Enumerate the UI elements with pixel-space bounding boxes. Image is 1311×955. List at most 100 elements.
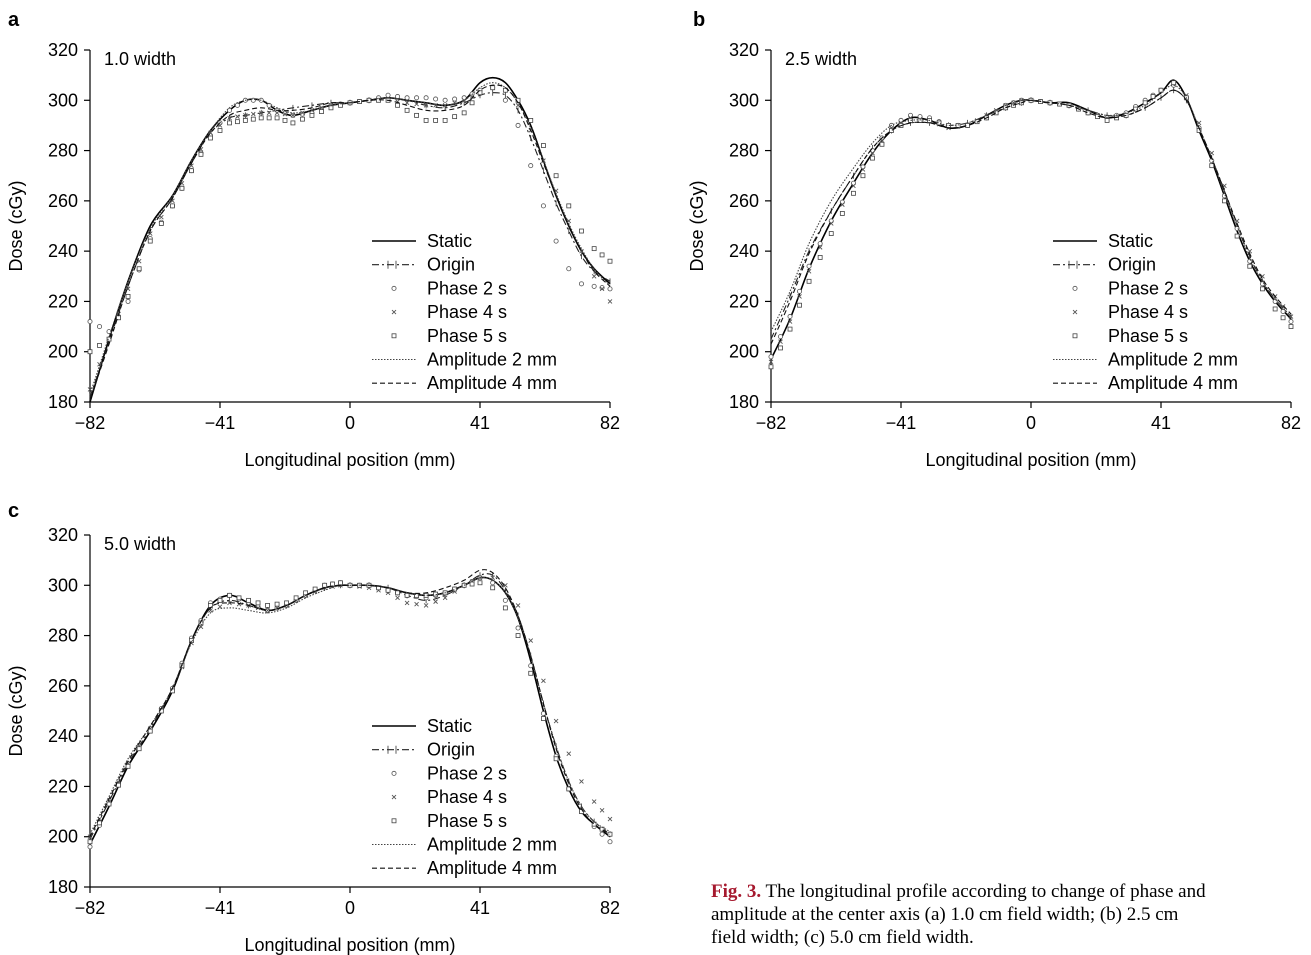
y-tick-label: 240 [729,241,759,261]
data-point [870,150,875,156]
legend-symbol [391,309,397,315]
y-axis-title: Dose (cGy) [687,180,707,271]
data-point [1280,308,1286,314]
data-point [541,716,546,721]
data-point [889,128,894,133]
data-point [87,834,93,840]
legend-entry: Amplitude 4 mm [372,373,557,393]
data-point [778,345,783,351]
data-point [607,286,613,292]
series-phase-4-s [87,85,613,392]
legend-label: Phase 5 s [427,811,507,831]
x-tick-label: 0 [1026,413,1036,433]
legend-entry: Origin [372,740,475,760]
data-point [217,597,223,603]
legend-label: Phase 2 s [427,278,507,298]
data-point [817,255,823,260]
data-point [1222,198,1227,204]
legend-symbol [391,333,397,339]
data-point [1288,319,1294,325]
x-tick-label: −41 [886,413,917,433]
data-point [236,601,242,607]
y-tick-label: 200 [729,342,759,362]
data-point [250,111,256,117]
data-point [404,107,410,113]
data-point [993,110,999,116]
data-point [515,633,521,638]
data-point [452,96,458,102]
data-point [1280,315,1286,321]
data-point [828,221,834,226]
data-point [477,575,483,581]
x-tick-label: −41 [205,898,236,918]
data-point [125,293,131,299]
data-point [579,228,584,234]
data-point [787,314,793,320]
data-point [1288,314,1294,319]
y-tick-label: 320 [48,525,78,545]
legend-entry: Amplitude 4 mm [372,858,557,878]
data-point [319,109,324,114]
legend: Static Origin Phase 2 s Phase 4 s Phase 5 s A… [1053,231,1238,393]
legend-entry: Phase 2 s [1072,278,1188,298]
data-point [158,221,164,226]
data-point [579,779,584,784]
panel-annotation: 2.5 width [785,49,857,69]
legend-entry: Static [372,231,472,251]
legend-entry: Phase 4 s [391,302,507,322]
legend-symbol [1072,285,1078,291]
data-point [274,115,280,121]
data-point [1260,286,1265,292]
data-point [170,203,175,209]
data-point [490,580,496,586]
series-line [89,569,611,837]
data-point [469,100,475,106]
legend-label: Origin [427,740,475,760]
series-origin [89,572,611,843]
data-point [817,245,823,250]
legend: Static Origin Phase 2 s Phase 4 s Phase 5 s A… [372,716,557,878]
legend-entry: Origin [372,255,475,275]
legend-label: Static [1108,231,1153,251]
data-point [125,763,131,769]
series-static [89,576,611,845]
data-point [797,294,802,299]
data-point [502,97,508,103]
x-axis-title: Longitudinal position (mm) [244,450,455,470]
data-point [395,590,400,596]
data-point [255,600,261,606]
data-point [433,102,438,108]
data-point [768,359,774,365]
caption-line-1: Fig. 3. The longitudinal profile accordi… [711,880,1311,903]
y-tick-label: 300 [48,90,78,110]
data-point [607,816,613,822]
series-phase-5-s [87,85,613,355]
legend-label: Origin [1108,255,1156,275]
x-tick-label: −82 [756,413,787,433]
data-point [1280,304,1286,309]
data-point [528,638,534,643]
data-point [250,116,256,122]
data-point [414,112,419,118]
data-point [879,141,885,147]
legend-label: Phase 4 s [427,302,507,322]
series-amplitude-4-mm [89,569,611,837]
series-line [770,79,1292,360]
data-point [338,102,343,108]
series-amplitude-2-mm [89,82,611,395]
data-point [566,751,572,757]
data-point [265,608,270,613]
y-axis-title: Dose (cGy) [6,180,26,271]
series-amplitude-2-mm [770,84,1292,332]
panel-letter: a [8,9,20,31]
series-phase-4-s [768,80,1294,365]
data-point [442,118,448,123]
data-point [234,102,240,108]
data-point [1209,163,1215,169]
data-point [423,102,429,108]
panel-annotation: 1.0 width [104,49,176,69]
y-tick-label: 220 [729,291,759,311]
data-point [404,95,410,101]
data-point [490,85,496,91]
legend-entry: Phase 4 s [1072,302,1188,322]
